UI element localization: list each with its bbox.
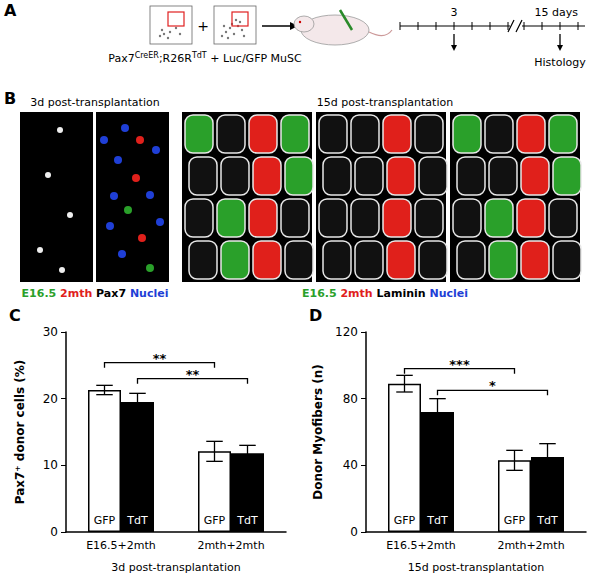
svg-text:Donor Myofibers (n): Donor Myofibers (n) [311, 364, 325, 499]
svg-text:E16.5 2mth Pax7 Nuclei: E16.5 2mth Pax7 Nuclei [22, 287, 169, 300]
svg-text:TdT: TdT [426, 514, 448, 527]
svg-text:3d post-transplantation: 3d post-transplantation [111, 561, 240, 574]
svg-text:TdT: TdT [126, 514, 148, 527]
svg-text:***: *** [449, 357, 470, 372]
svg-text:TdT: TdT [236, 514, 258, 527]
svg-text:C: C [9, 306, 21, 325]
svg-text:40: 40 [343, 458, 358, 472]
svg-text:15d post-transplantation: 15d post-transplantation [408, 561, 544, 574]
svg-text:10: 10 [43, 458, 58, 472]
svg-text:80: 80 [343, 392, 358, 406]
svg-text:15d post-transplantation: 15d post-transplantation [317, 96, 453, 109]
svg-text:120: 120 [335, 325, 358, 339]
svg-text:GFP: GFP [204, 514, 226, 527]
svg-text:A: A [4, 1, 17, 20]
svg-text:+: + [197, 18, 209, 34]
svg-text:2mth+2mth: 2mth+2mth [197, 539, 264, 552]
svg-text:15 days: 15 days [535, 6, 579, 19]
svg-text:GFP: GFP [394, 514, 416, 527]
svg-text:E16.5 2mth Laminin Nuclei: E16.5 2mth Laminin Nuclei [302, 287, 468, 300]
svg-text:GFP: GFP [504, 514, 526, 527]
svg-text:0: 0 [350, 525, 358, 539]
svg-text:Pax7⁺ donor cells (%): Pax7⁺ donor cells (%) [13, 360, 27, 505]
svg-text:**: ** [186, 367, 200, 382]
svg-text:0: 0 [50, 525, 58, 539]
svg-text:E16.5+2mth: E16.5+2mth [86, 539, 156, 552]
svg-text:30: 30 [43, 325, 58, 339]
svg-text:3: 3 [451, 6, 458, 19]
svg-text:E16.5+2mth: E16.5+2mth [386, 539, 456, 552]
svg-text:D: D [309, 306, 322, 325]
svg-text:Pax7CreER;R26RTdT + Luc/GFP Mu: Pax7CreER;R26RTdT + Luc/GFP MuSC [108, 51, 302, 66]
svg-text:GFP: GFP [94, 514, 116, 527]
svg-text:TdT: TdT [536, 514, 558, 527]
svg-text:2mth+2mth: 2mth+2mth [497, 539, 564, 552]
svg-text:*: * [489, 378, 496, 393]
svg-text:3d post-transplantation: 3d post-transplantation [30, 96, 159, 109]
svg-text:Histology: Histology [534, 56, 586, 69]
svg-text:**: ** [153, 351, 167, 366]
svg-text:B: B [4, 89, 16, 108]
svg-text:20: 20 [43, 392, 58, 406]
